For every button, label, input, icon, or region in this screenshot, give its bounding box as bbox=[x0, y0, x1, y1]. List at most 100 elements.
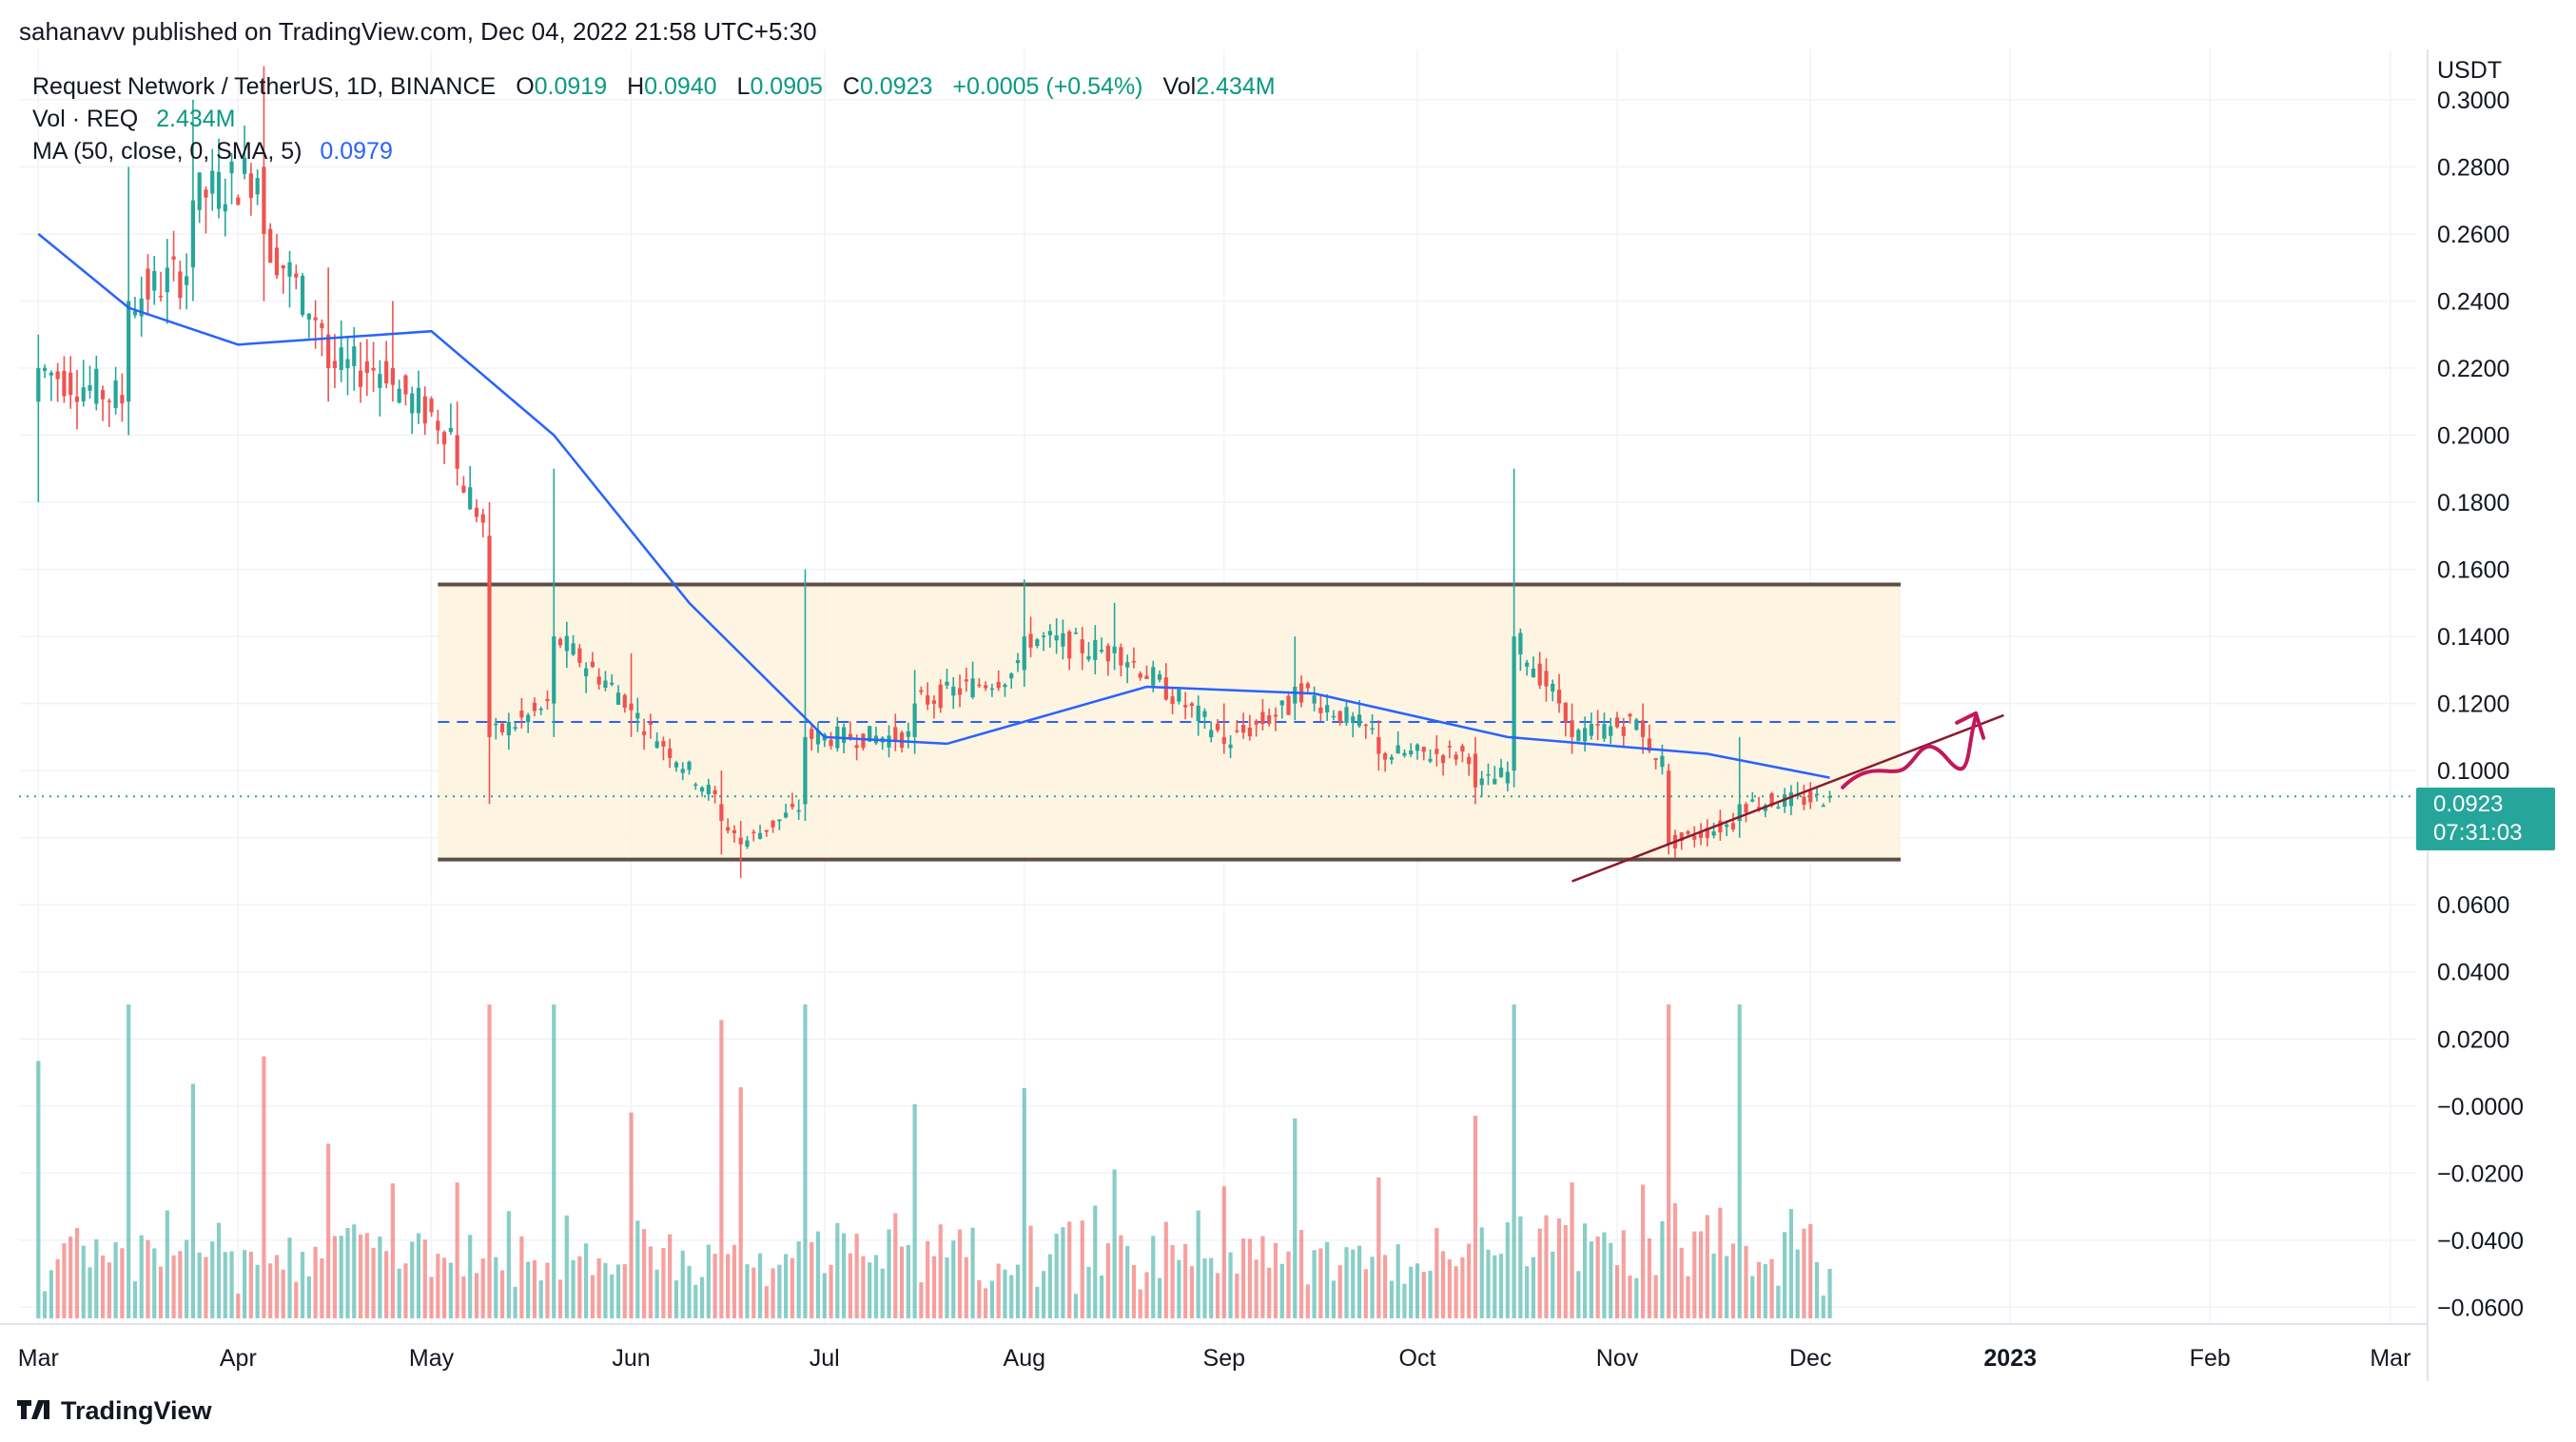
candle-body bbox=[757, 832, 763, 839]
candle-body bbox=[236, 197, 241, 205]
volume-bar bbox=[204, 1257, 208, 1318]
candle-body bbox=[1750, 799, 1755, 802]
candle-body bbox=[848, 733, 852, 740]
volume-bar bbox=[378, 1237, 382, 1318]
legend-vol-value: 2.434M bbox=[1196, 73, 1276, 100]
candle-body bbox=[989, 688, 995, 691]
candle-body bbox=[545, 698, 550, 702]
candle-body bbox=[1376, 736, 1381, 754]
candle-body bbox=[216, 171, 222, 209]
price-tick-label: 0.1400 bbox=[2437, 624, 2509, 651]
legend-volume-value: 2.434M bbox=[156, 106, 236, 132]
volume-bar bbox=[545, 1262, 550, 1318]
volume-bar bbox=[673, 1280, 679, 1318]
candle-body bbox=[1595, 724, 1600, 726]
tradingview-logo-icon bbox=[17, 1394, 53, 1427]
candle-body bbox=[1125, 662, 1130, 668]
volume-bar bbox=[584, 1243, 589, 1318]
time-tick-label: May bbox=[409, 1345, 455, 1372]
candle-body bbox=[358, 370, 363, 387]
volume-bar bbox=[88, 1267, 92, 1318]
candle-body bbox=[1614, 717, 1620, 728]
candle-body bbox=[854, 745, 859, 749]
volume-bar bbox=[320, 1257, 324, 1318]
volume-bar bbox=[1376, 1177, 1381, 1318]
volume-bar bbox=[1814, 1261, 1820, 1318]
candle-body bbox=[912, 703, 917, 737]
candle-body bbox=[1389, 756, 1395, 760]
candle-body bbox=[1119, 647, 1123, 666]
volume-bar bbox=[815, 1231, 821, 1318]
volume-bar bbox=[1041, 1271, 1046, 1318]
candle-body bbox=[468, 487, 473, 510]
candle-body bbox=[42, 367, 48, 371]
candle-body bbox=[1512, 636, 1516, 771]
candles bbox=[36, 66, 1832, 878]
candle-body bbox=[938, 684, 943, 709]
volume-bar bbox=[1660, 1220, 1665, 1318]
volume-bar bbox=[1170, 1244, 1175, 1318]
volume-bar bbox=[74, 1227, 80, 1318]
volume-bar bbox=[332, 1236, 338, 1318]
candle-body bbox=[345, 359, 350, 369]
candle-body bbox=[410, 393, 415, 414]
candle-body bbox=[274, 247, 280, 276]
volume-bar bbox=[771, 1268, 775, 1318]
legend: Request Network / TetherUS, 1D, BINANCE … bbox=[32, 70, 1276, 167]
candle-body bbox=[1022, 636, 1026, 671]
time-tick-label: Oct bbox=[1399, 1345, 1436, 1372]
volume-bar bbox=[1209, 1257, 1214, 1318]
candle-body bbox=[1215, 723, 1220, 731]
volume-bar bbox=[629, 1112, 634, 1318]
candle-body bbox=[970, 678, 975, 698]
volume-bar bbox=[506, 1211, 511, 1318]
volume-bar bbox=[564, 1215, 569, 1318]
volume-bar bbox=[1576, 1271, 1581, 1318]
time-tick-label: Sep bbox=[1203, 1345, 1245, 1372]
volume-bar bbox=[1763, 1264, 1767, 1318]
time-tick-label: Mar bbox=[18, 1345, 59, 1372]
volume-bar bbox=[1479, 1227, 1484, 1318]
volume-bar bbox=[313, 1246, 318, 1318]
volume-bar bbox=[345, 1227, 350, 1318]
candle-body bbox=[1112, 646, 1117, 653]
candle-body bbox=[1556, 690, 1562, 704]
time-tick-label: Aug bbox=[1004, 1345, 1045, 1372]
footer-brand[interactable]: TradingView bbox=[17, 1394, 212, 1427]
candle-body bbox=[1202, 711, 1207, 717]
volume-bar bbox=[1783, 1232, 1787, 1318]
volume-bar bbox=[410, 1241, 415, 1318]
candle-body bbox=[668, 748, 673, 758]
price-tick-label: 0.1200 bbox=[2437, 692, 2509, 718]
candle-body bbox=[210, 170, 215, 194]
candle-body bbox=[745, 840, 750, 848]
candle-body bbox=[532, 702, 537, 711]
volume-bar bbox=[1099, 1275, 1104, 1318]
candle-body bbox=[1725, 824, 1729, 828]
legend-open-label: O bbox=[516, 73, 535, 100]
candle-body bbox=[1325, 705, 1330, 712]
volume-bar bbox=[132, 1281, 138, 1318]
candle-body bbox=[165, 267, 169, 293]
volume-bar bbox=[732, 1244, 737, 1318]
candle-body bbox=[487, 536, 492, 737]
candle-body bbox=[74, 396, 80, 402]
volume-bar bbox=[841, 1233, 847, 1318]
candle-body bbox=[957, 688, 963, 695]
volume-bar bbox=[494, 1257, 498, 1318]
chart-frame[interactable]: 0.3000 0.2800 0.2600 0.2400 0.2200 0.2000 0.18… bbox=[0, 49, 2576, 1381]
candle-body bbox=[1073, 633, 1079, 634]
candle-body bbox=[326, 334, 331, 368]
volume-bar bbox=[745, 1264, 750, 1318]
candle-body bbox=[552, 636, 556, 704]
candle-body bbox=[1737, 804, 1742, 822]
candle-body bbox=[1279, 700, 1284, 706]
candle-body bbox=[1518, 633, 1523, 654]
candle-body bbox=[538, 709, 543, 711]
price-chart[interactable]: 0.3000 0.2800 0.2600 0.2400 0.2200 0.2000 0.18… bbox=[0, 49, 2576, 1381]
volume-bar bbox=[893, 1213, 898, 1318]
volume-bar bbox=[36, 1061, 41, 1318]
volume-bar bbox=[810, 1241, 814, 1318]
candle-body bbox=[964, 679, 968, 682]
candle-body bbox=[474, 507, 479, 517]
